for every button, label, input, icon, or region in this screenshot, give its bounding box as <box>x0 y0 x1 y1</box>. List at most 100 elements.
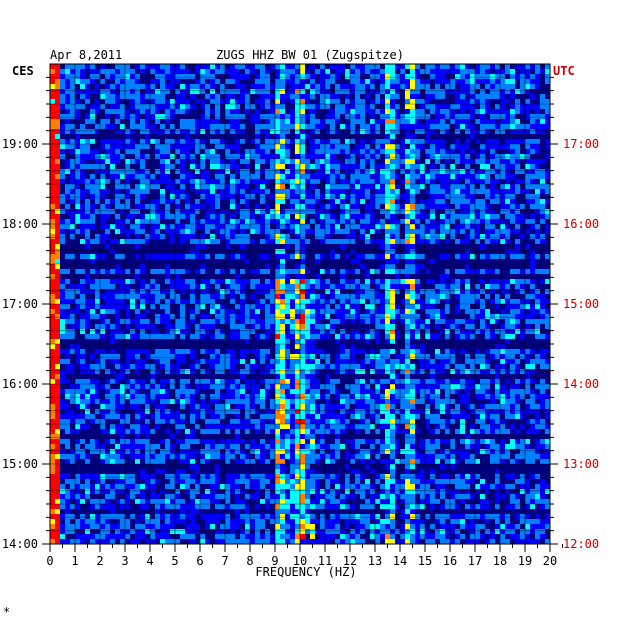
heatmap-cell <box>515 74 521 80</box>
heatmap-cell <box>455 119 461 125</box>
heatmap-cell <box>330 124 336 130</box>
heatmap-cell <box>410 259 416 265</box>
heatmap-cell <box>395 249 401 255</box>
heatmap-cell <box>450 149 456 155</box>
heatmap-cell <box>310 214 316 220</box>
heatmap-cell <box>330 94 336 100</box>
heatmap-cell <box>365 209 371 215</box>
heatmap-cell <box>90 164 96 170</box>
heatmap-cell <box>220 139 226 145</box>
heatmap-cell <box>420 219 426 225</box>
heatmap-cell <box>245 234 251 240</box>
heatmap-cell <box>270 79 276 85</box>
heatmap-cell <box>460 79 466 85</box>
heatmap-cell <box>475 119 481 125</box>
heatmap-cell <box>395 219 401 225</box>
heatmap-cell <box>340 244 346 250</box>
heatmap-cell <box>490 124 496 130</box>
heatmap-cell <box>380 299 386 305</box>
heatmap-cell <box>460 289 466 295</box>
heatmap-cell <box>340 64 346 70</box>
heatmap-cell <box>325 269 331 275</box>
heatmap-cell <box>320 124 326 130</box>
heatmap-cell <box>410 69 416 75</box>
heatmap-cell <box>115 79 121 85</box>
heatmap-cell <box>520 149 526 155</box>
heatmap-cell <box>325 214 331 220</box>
heatmap-cell <box>340 274 346 280</box>
heatmap-cell <box>170 269 176 275</box>
heatmap-cell <box>80 89 86 95</box>
heatmap-cell <box>310 89 316 95</box>
heatmap-cell <box>75 194 81 200</box>
heatmap-cell <box>300 189 306 195</box>
heatmap-cell <box>245 99 251 105</box>
heatmap-cell <box>90 144 96 150</box>
heatmap-cell <box>540 184 546 190</box>
heatmap-cell <box>50 284 56 290</box>
heatmap-cell <box>385 164 391 170</box>
heatmap-cell <box>245 79 251 85</box>
heatmap-cell <box>225 134 231 140</box>
heatmap-cell <box>295 109 301 115</box>
heatmap-cell <box>315 209 321 215</box>
heatmap-cell <box>75 74 81 80</box>
heatmap-cell <box>255 274 261 280</box>
heatmap-cell <box>450 174 456 180</box>
heatmap-cell <box>110 289 116 295</box>
heatmap-cell <box>195 99 201 105</box>
heatmap-cell <box>185 169 191 175</box>
heatmap-cell <box>290 289 296 295</box>
heatmap-cell <box>75 179 81 185</box>
heatmap-cell <box>50 124 56 130</box>
heatmap-cell <box>65 179 71 185</box>
heatmap-cell <box>350 269 356 275</box>
heatmap-cell <box>455 299 461 305</box>
heatmap-cell <box>400 144 406 150</box>
heatmap-cell <box>355 254 361 260</box>
heatmap-cell <box>360 84 366 90</box>
heatmap-cell <box>250 244 256 250</box>
heatmap-cell <box>100 149 106 155</box>
heatmap-cell <box>130 269 136 275</box>
heatmap-cell <box>105 119 111 125</box>
heatmap-cell <box>215 159 221 165</box>
heatmap-cell <box>140 299 146 305</box>
heatmap-cell <box>115 124 121 130</box>
heatmap-cell <box>430 184 436 190</box>
heatmap-cell <box>500 124 506 130</box>
heatmap-cell <box>425 209 431 215</box>
heatmap-cell <box>540 239 546 245</box>
heatmap-cell <box>530 109 536 115</box>
heatmap-cell <box>230 224 236 230</box>
heatmap-cell <box>280 144 286 150</box>
heatmap-cell <box>315 79 321 85</box>
heatmap-cell <box>185 189 191 195</box>
heatmap-cell <box>370 69 376 75</box>
heatmap-cell <box>240 129 246 135</box>
heatmap-cell <box>250 214 256 220</box>
heatmap-cell <box>175 224 181 230</box>
heatmap-cell <box>280 299 286 305</box>
heatmap-cell <box>200 234 206 240</box>
heatmap-cell <box>310 224 316 230</box>
heatmap-cell <box>395 64 401 70</box>
heatmap-cell <box>470 234 476 240</box>
heatmap-cell <box>285 109 291 115</box>
heatmap-cell <box>390 274 396 280</box>
heatmap-cell <box>425 264 431 270</box>
heatmap-cell <box>250 104 256 110</box>
heatmap-cell <box>115 254 121 260</box>
heatmap-cell <box>370 274 376 280</box>
heatmap-cell <box>405 244 411 250</box>
heatmap-cell <box>240 89 246 95</box>
heatmap-cell <box>175 84 181 90</box>
heatmap-cell <box>455 64 461 70</box>
heatmap-cell <box>65 304 71 310</box>
heatmap-cell <box>65 119 71 125</box>
heatmap-cell <box>115 229 121 235</box>
heatmap-cell <box>85 209 91 215</box>
heatmap-cell <box>450 264 456 270</box>
heatmap-cell <box>140 234 146 240</box>
heatmap-cell <box>110 159 116 165</box>
